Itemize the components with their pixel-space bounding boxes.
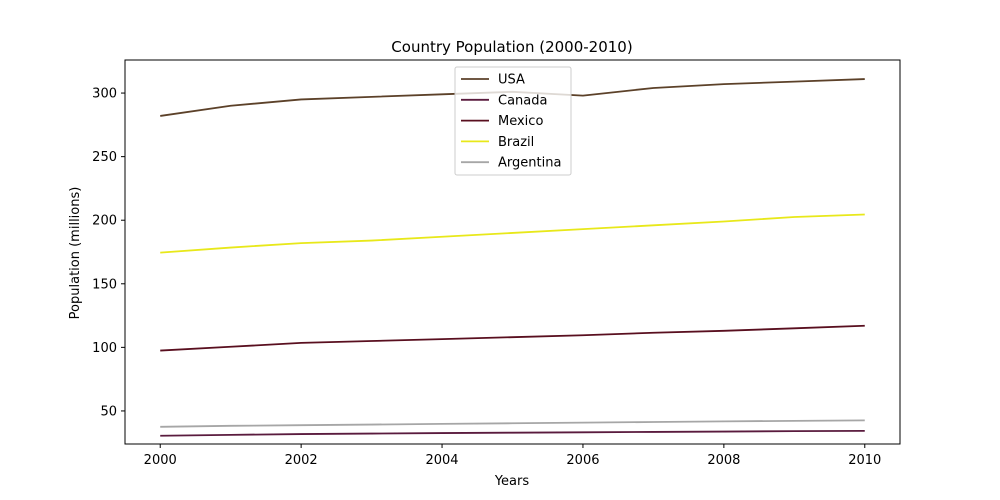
series-line-canada [160, 430, 865, 437]
x-tick-label: 2006 [566, 453, 599, 468]
x-tick-label: 2004 [425, 453, 458, 468]
legend-label: Argentina [498, 156, 561, 171]
x-tick-label: 2010 [848, 453, 881, 468]
series-line-brazil [160, 213, 865, 254]
y-axis-label: Population (millions) [68, 187, 83, 320]
series-line-mexico [160, 324, 865, 352]
y-tick-label: 100 [92, 341, 117, 356]
legend-item-brazil: Brazil [461, 135, 534, 150]
y-tick-label: 300 [92, 87, 117, 102]
x-axis-label: Years [494, 474, 530, 489]
x-tick-label: 2000 [144, 453, 177, 468]
legend: USA Canada Mexico Brazil Argentina [454, 66, 572, 176]
legend-item-canada: Canada [461, 93, 547, 108]
legend-box [454, 66, 572, 176]
y-tick-label: 150 [92, 277, 117, 292]
legend-item-argentina: Argentina [461, 156, 561, 171]
legend-item-mexico: Mexico [461, 114, 543, 129]
x-tick-label: 2002 [285, 453, 318, 468]
legend-label: Canada [498, 93, 547, 108]
legend-item-usa: USA [461, 73, 525, 88]
series-layer [160, 78, 865, 437]
chart-title: Country Population (2000-2010) [391, 38, 632, 56]
plot-frame [124, 59, 901, 445]
y-tick-label: 250 [92, 150, 117, 165]
legend-label: Mexico [498, 114, 543, 129]
y-tick-label: 200 [92, 214, 117, 229]
legend-label: USA [498, 73, 525, 88]
legend-label: Brazil [498, 135, 534, 150]
y-tick-label: 50 [100, 404, 117, 419]
x-tick-label: 2008 [707, 453, 740, 468]
axes-layer: 2000 2002 2004 2006 2008 2010 50 100 150 200 250 30… [92, 59, 901, 468]
series-line-argentina [160, 419, 865, 428]
